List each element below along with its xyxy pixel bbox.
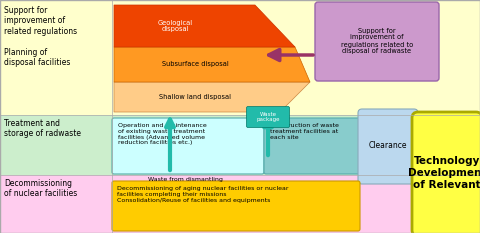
Text: Decommissioning of aging nuclear facilities or nuclear
facilities completing the: Decommissioning of aging nuclear facilit…: [117, 186, 288, 203]
FancyBboxPatch shape: [112, 118, 264, 174]
Polygon shape: [114, 82, 310, 112]
FancyBboxPatch shape: [264, 118, 360, 174]
Text: Shallow land disposal: Shallow land disposal: [159, 94, 231, 100]
Text: Technology
Development
of Relevant: Technology Development of Relevant: [408, 156, 480, 190]
Bar: [0, 0, 480, 115]
Text: Waste
package: Waste package: [256, 112, 280, 122]
Text: Clearance: Clearance: [369, 141, 407, 151]
Text: Construction of waste
treatment facilities at
each site: Construction of waste treatment faciliti…: [270, 123, 339, 140]
FancyBboxPatch shape: [412, 112, 480, 233]
Text: Treatment and
storage of radwaste: Treatment and storage of radwaste: [4, 119, 81, 138]
Text: Support for
improvement of
related regulations

Planning of
disposal facilities: Support for improvement of related regul…: [4, 6, 77, 67]
Polygon shape: [114, 5, 295, 47]
Text: Subsurface disposal: Subsurface disposal: [162, 61, 228, 67]
Polygon shape: [114, 47, 310, 82]
FancyBboxPatch shape: [112, 181, 360, 231]
Text: Support for
improvement of
regulations related to
disposal of radwaste: Support for improvement of regulations r…: [341, 27, 413, 55]
Bar: [0, 115, 480, 175]
FancyBboxPatch shape: [247, 106, 289, 127]
Text: Waste from dismantling: Waste from dismantling: [148, 177, 223, 182]
FancyBboxPatch shape: [315, 2, 439, 81]
Text: Geological
disposal: Geological disposal: [157, 20, 192, 32]
Bar: [0, 175, 480, 233]
Text: Decommissioning
of nuclear facilities: Decommissioning of nuclear facilities: [4, 179, 77, 199]
FancyBboxPatch shape: [358, 109, 418, 184]
Text: Operation and maintenance
of existing waste treatment
facilities (Advanced volum: Operation and maintenance of existing wa…: [118, 123, 207, 145]
